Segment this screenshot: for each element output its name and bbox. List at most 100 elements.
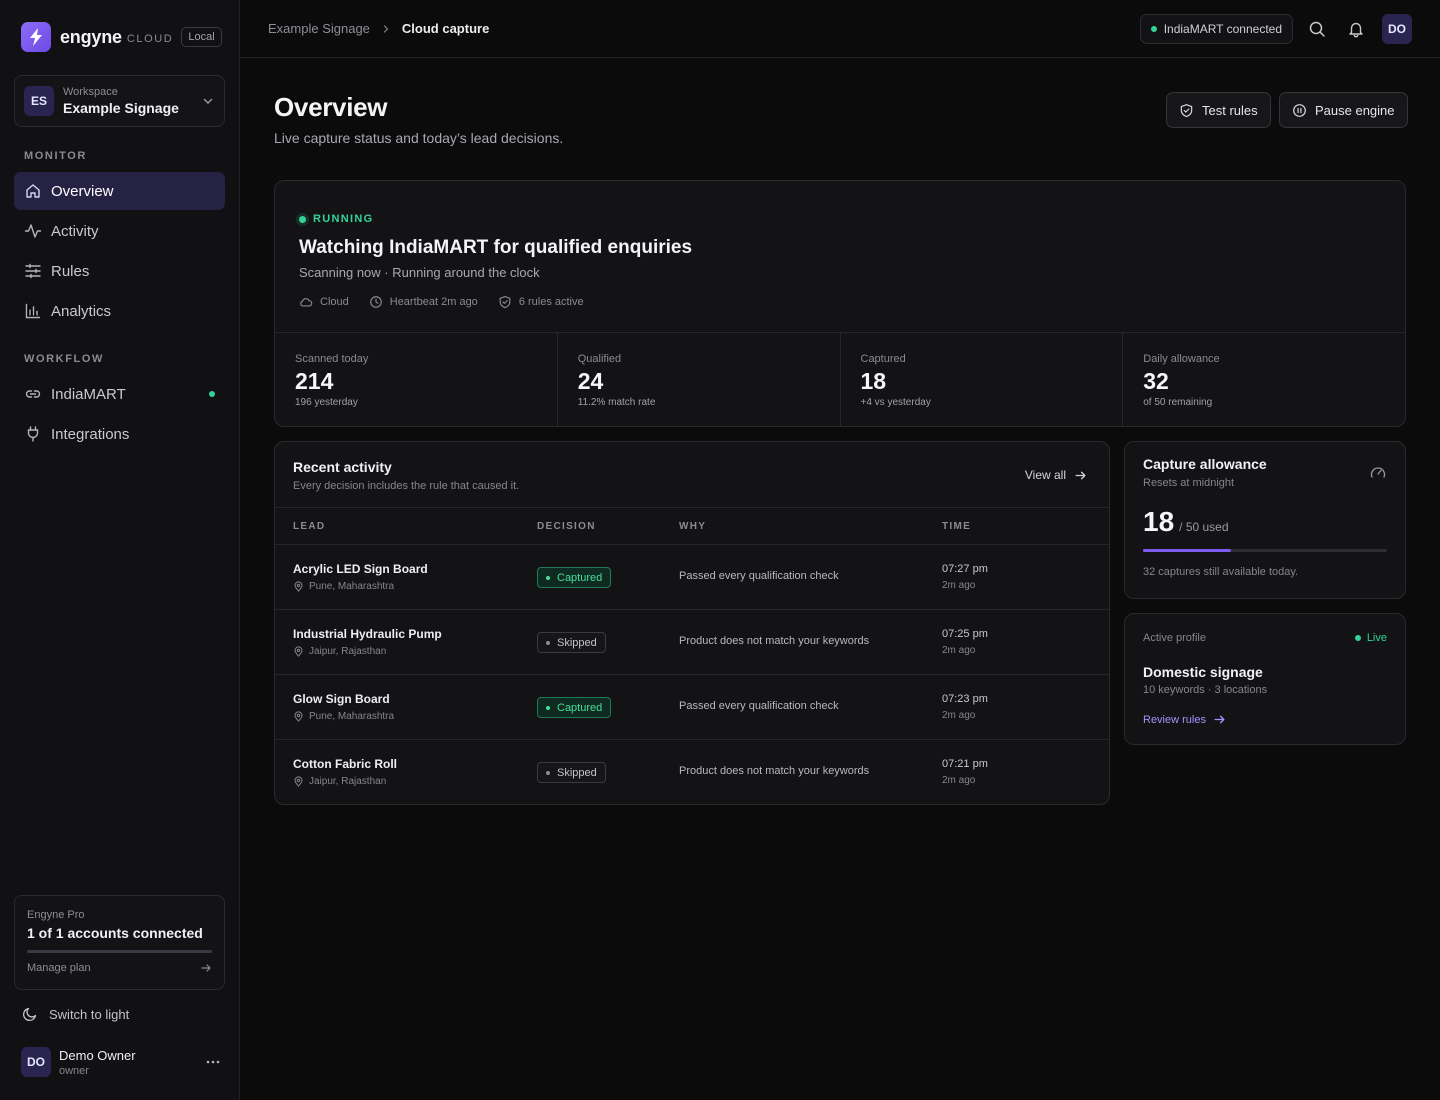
notifications-button[interactable]: [1341, 14, 1371, 44]
badge-dot: [546, 575, 550, 580]
lead-location-label: Jaipur, Rajasthan: [309, 646, 387, 657]
meta-rules-label: 6 rules active: [518, 296, 584, 308]
arrow-right-icon: [201, 964, 211, 972]
lead-name: Acrylic LED Sign Board: [293, 562, 428, 576]
decision-time-ago: 2m ago: [942, 710, 976, 721]
decision-time: 07:27 pm: [942, 563, 988, 575]
test-rules-button[interactable]: Test rules: [1166, 92, 1271, 128]
table-row[interactable]: Acrylic LED Sign Board Pune, Maharashtra…: [275, 545, 1109, 610]
badge-dot: [546, 640, 550, 645]
stat-value: 32: [1143, 368, 1169, 394]
lead-location-label: Pune, Maharashtra: [309, 581, 395, 592]
page-subtitle: Live capture status and today’s lead dec…: [274, 130, 564, 146]
sidebar-item-overview[interactable]: Overview: [14, 172, 225, 210]
nav-section-monitor: MONITOR: [24, 150, 87, 162]
plan-progress-bar: [27, 950, 212, 953]
cloud-icon: [300, 298, 313, 307]
decision-label: Skipped: [557, 636, 597, 649]
pause-engine-label: Pause engine: [1315, 102, 1395, 118]
plug-icon: [27, 426, 39, 442]
decision-badge: Captured: [537, 567, 612, 588]
theme-toggle-button[interactable]: Switch to light: [22, 1006, 129, 1022]
lead-name: Cotton Fabric Roll: [293, 757, 397, 771]
workspace-label: Workspace: [63, 86, 118, 98]
decision-label: Captured: [557, 701, 603, 714]
active-profile-card: Active profile Live Domestic signage 10 …: [1124, 613, 1406, 745]
engine-status-card: RUNNING Watching IndiaMART for qualified…: [274, 180, 1406, 427]
decision-reason: Product does not match your keywords: [679, 765, 870, 777]
view-all-link[interactable]: View all: [1025, 468, 1087, 482]
decision-time-ago: 2m ago: [942, 580, 976, 591]
search-icon: [1309, 21, 1325, 37]
running-dot: [299, 215, 306, 223]
user-menu[interactable]: DO Demo Owner owner: [21, 1046, 221, 1078]
stat-note: +4 vs yesterday: [860, 397, 931, 408]
breadcrumb: Example Signage Cloud capture: [268, 21, 489, 36]
activity-icon: [24, 224, 42, 238]
breadcrumb-root[interactable]: Example Signage: [268, 21, 370, 36]
allowance-progress-fill: [1143, 549, 1231, 552]
recent-activity-card: Recent activity Every decision includes …: [274, 441, 1110, 805]
test-rules-label: Test rules: [1202, 102, 1258, 118]
decision-time: 07:23 pm: [942, 693, 988, 705]
env-badge: Local: [181, 27, 222, 47]
sidebar-item-label: Overview: [51, 182, 114, 200]
lead-location: Jaipur, Rajasthan: [293, 646, 386, 657]
table-row[interactable]: Glow Sign Board Pune, Maharashtra Captur…: [275, 675, 1109, 740]
brand[interactable]: engyne CLOUD Local: [21, 22, 222, 52]
workspace-name: Example Signage: [63, 100, 179, 116]
search-button[interactable]: [1302, 14, 1332, 44]
sidebar-item-integrations[interactable]: Integrations: [14, 415, 225, 453]
sidebar-item-rules[interactable]: Rules: [14, 252, 225, 290]
stat-note: 196 yesterday: [295, 397, 358, 408]
avatar[interactable]: DO: [1382, 14, 1412, 44]
theme-toggle-label: Switch to light: [49, 1006, 130, 1022]
plan-progress-fill: [27, 950, 212, 953]
allowance-subtitle: Resets at midnight: [1143, 477, 1235, 489]
stat-label: Scanned today: [295, 353, 369, 365]
allowance-progress-bar: [1143, 549, 1387, 552]
lead-location: Jaipur, Rajasthan: [293, 776, 386, 787]
meta-heartbeat-label: Heartbeat 2m ago: [389, 296, 478, 308]
more-horizontal-icon[interactable]: [205, 1054, 221, 1070]
table-row[interactable]: Cotton Fabric Roll Jaipur, Rajasthan Ski…: [275, 740, 1109, 804]
sidebar-item-indiamart[interactable]: IndiaMART: [14, 375, 225, 413]
stat-label: Qualified: [577, 353, 622, 365]
manage-plan-link[interactable]: Manage plan: [27, 962, 212, 974]
status-subtitle: Scanning now · Running around the clock: [299, 265, 540, 280]
table-row[interactable]: Industrial Hydraulic Pump Jaipur, Rajast…: [275, 610, 1109, 675]
workspace-avatar: ES: [24, 86, 54, 116]
shield-check-icon: [1180, 103, 1193, 117]
allowance-title: Capture allowance: [1143, 456, 1267, 472]
sidebar: engyne CLOUD Local ES Workspace Example …: [0, 0, 240, 1100]
stat-qualified: Qualified 24 11.2% match rate: [558, 333, 841, 427]
capture-allowance-card: Capture allowance Resets at midnight 18 …: [1124, 441, 1406, 599]
sidebar-item-activity[interactable]: Activity: [14, 212, 225, 250]
meta-rules: 6 rules active: [498, 295, 584, 309]
activity-title: Recent activity: [293, 459, 392, 475]
review-rules-link[interactable]: Review rules: [1143, 713, 1226, 726]
decision-reason: Passed every qualification check: [679, 570, 839, 582]
connection-status-label: IndiaMART connected: [1163, 22, 1282, 36]
nav-section-workflow: WORKFLOW: [24, 353, 105, 365]
workspace-switcher[interactable]: ES Workspace Example Signage: [14, 75, 225, 127]
live-label: Live: [1366, 632, 1387, 644]
lead-location-label: Jaipur, Rajasthan: [309, 776, 387, 787]
allowance-total: / 50 used: [1179, 520, 1229, 534]
allowance-used: 18: [1143, 506, 1175, 537]
pause-engine-button[interactable]: Pause engine: [1279, 92, 1408, 128]
status-dot: [1150, 26, 1157, 32]
sidebar-item-label: Integrations: [51, 425, 130, 443]
meta-cloud: Cloud: [299, 295, 349, 309]
sidebar-item-analytics[interactable]: Analytics: [14, 292, 225, 330]
arrow-right-icon: [1214, 715, 1225, 724]
plan-card: Engyne Pro 1 of 1 accounts connected Man…: [14, 895, 225, 990]
view-all-label: View all: [1024, 468, 1066, 482]
profile-meta: 10 keywords · 3 locations: [1143, 684, 1268, 696]
stat-value: 18: [860, 368, 887, 394]
lead-location-label: Pune, Maharashtra: [309, 711, 395, 722]
pause-circle-icon: [1293, 103, 1306, 117]
map-pin-icon: [294, 711, 303, 722]
connection-status-pill[interactable]: IndiaMART connected: [1139, 14, 1293, 44]
sliders-icon: [25, 263, 41, 279]
